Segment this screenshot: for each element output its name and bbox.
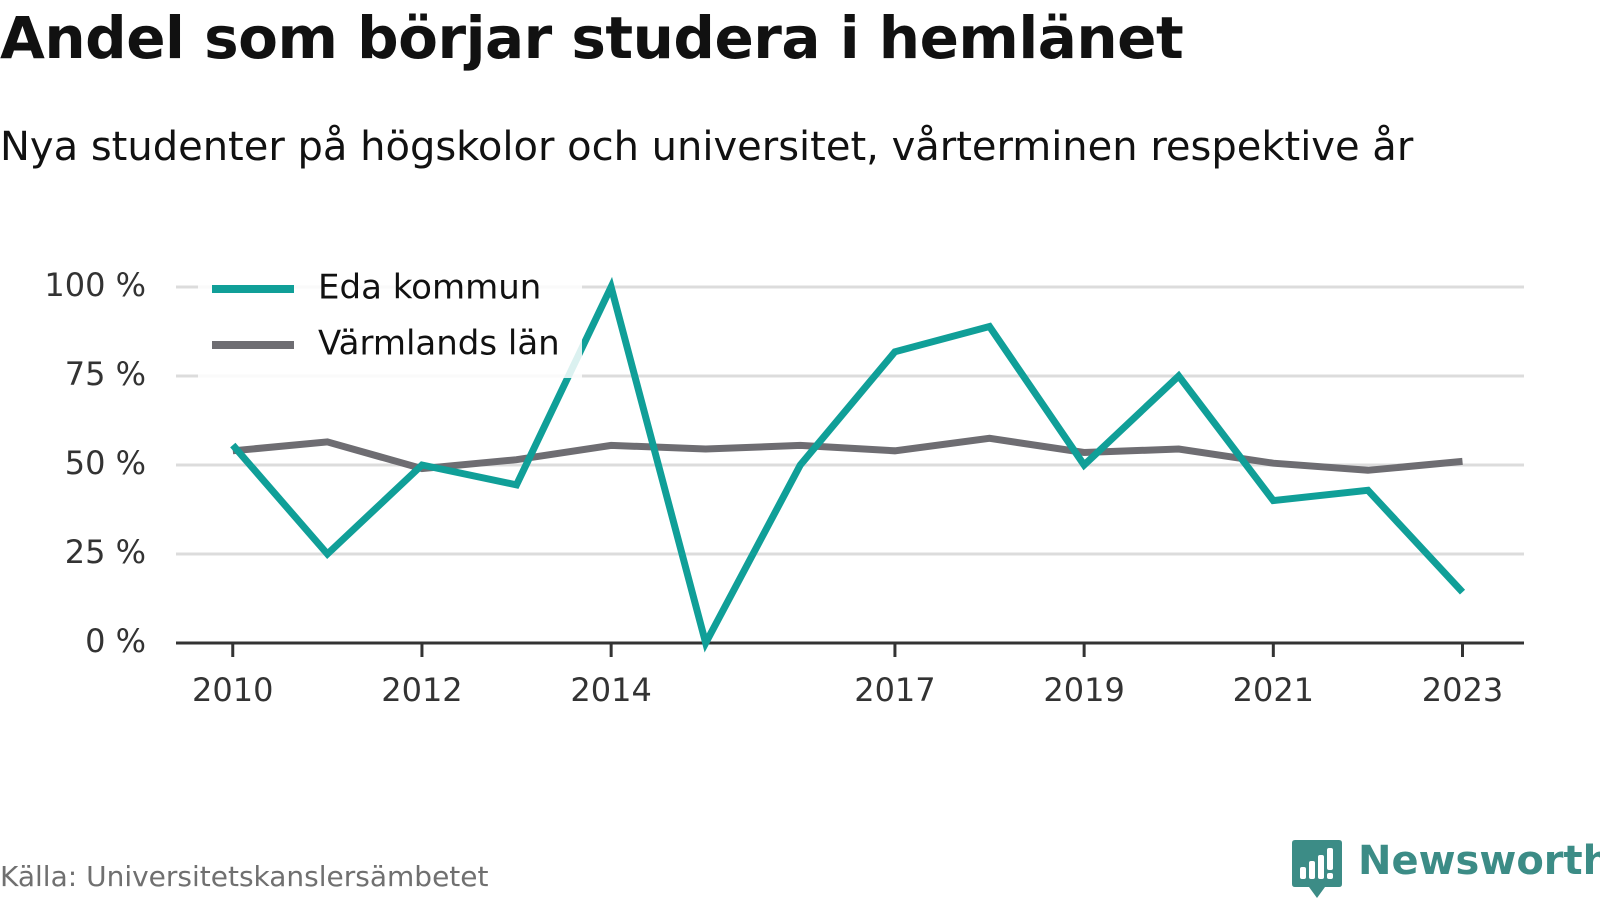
x-axis-tick-labels: 2010 2012 2014 2017 2019 2021 2023 — [192, 671, 1503, 709]
x-tick-label: 2021 — [1233, 671, 1314, 709]
x-axis — [176, 641, 1524, 657]
y-axis-tick-labels: 0 % 25 % 50 % 75 % 100 % — [44, 266, 146, 660]
legend-background — [198, 262, 582, 378]
newsworthy-logo-icon — [1292, 840, 1342, 898]
legend-label: Eda kommun — [318, 268, 541, 308]
x-tick-label: 2017 — [854, 671, 935, 709]
source-note: Källa: Universitetskanslersämbetet — [0, 860, 489, 893]
x-tick-label: 2010 — [192, 671, 273, 709]
y-tick-label: 25 % — [65, 533, 146, 571]
chart-subtitle: Nya studenter på högskolor och universit… — [0, 124, 1414, 170]
brand-name: Newsworthy — [1358, 838, 1600, 884]
legend-label: Värmlands län — [318, 324, 560, 364]
x-tick-label: 2023 — [1422, 671, 1503, 709]
x-tick-label: 2014 — [570, 671, 651, 709]
chart-title: Andel som börjar studera i hemlänet — [0, 4, 1184, 72]
series-lines — [230, 276, 1466, 653]
y-tick-label: 0 % — [85, 622, 146, 660]
y-tick-label: 50 % — [65, 444, 146, 482]
y-tick-label: 100 % — [44, 266, 146, 304]
series-line-eda-kommun — [230, 276, 1466, 653]
brand-logo: Newsworthy — [1292, 838, 1600, 900]
x-tick-label: 2012 — [381, 671, 462, 709]
legend: Eda kommun Värmlands län — [198, 262, 582, 378]
y-tick-label: 75 % — [65, 355, 146, 393]
x-tick-label: 2019 — [1043, 671, 1124, 709]
